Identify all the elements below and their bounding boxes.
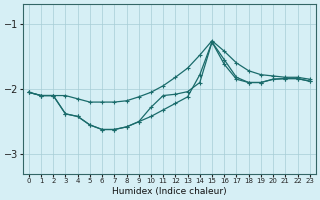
X-axis label: Humidex (Indice chaleur): Humidex (Indice chaleur) [112, 187, 227, 196]
